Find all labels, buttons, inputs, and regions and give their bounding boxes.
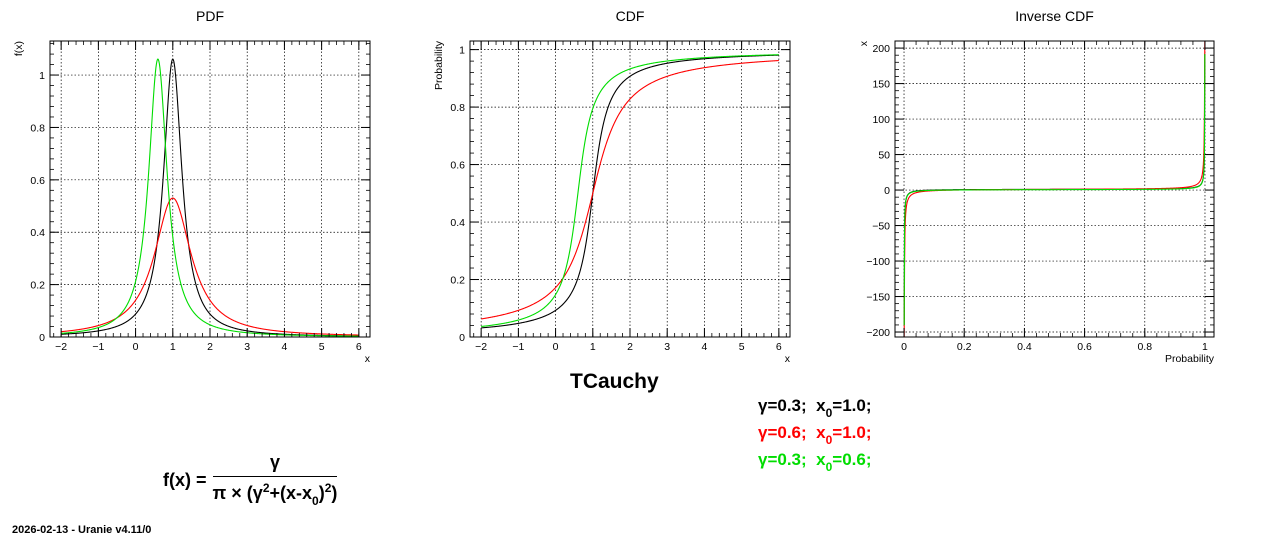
footer-text: 2026-02-13 - Uranie v4.11/0: [12, 524, 152, 536]
y-tick-label: −200: [866, 327, 890, 339]
x-tick-label: 0.4: [1017, 341, 1032, 353]
x-tick-label: 5: [739, 341, 745, 353]
fraction-bar: [212, 476, 338, 477]
x-tick-label: 2: [207, 341, 213, 353]
legend-x0-prefix: x: [816, 396, 826, 415]
legend-x0-prefix: x: [816, 423, 826, 442]
x-axis-label: x: [365, 353, 371, 365]
chart-title: PDF: [196, 8, 224, 24]
chart-panel-3: 0 0.2 0.4 0.6 0.8 1 −200 −150 −100 −50 0 50 100 150 20…: [858, 8, 1215, 365]
y-tick-label: 200: [872, 43, 890, 55]
series-line-2: [481, 60, 779, 320]
y-axis-label: Probability: [433, 40, 445, 90]
y-tick-label: 0.2: [30, 280, 45, 292]
y-tick-label: 0: [39, 332, 45, 344]
chart-title: Inverse CDF: [1015, 8, 1094, 24]
main-title: TCauchy: [570, 370, 659, 393]
y-tick-label: 0.6: [450, 160, 465, 172]
legend-x0-prefix: x: [816, 450, 826, 469]
series-line-3: [481, 54, 779, 328]
y-tick-label: 0.4: [30, 227, 45, 239]
y-tick-label: 1: [39, 70, 45, 82]
x-tick-label: −2: [475, 341, 487, 353]
den-sup1: 2: [262, 481, 270, 495]
den-part3: ): [318, 483, 325, 503]
y-tick-label: 1: [459, 45, 465, 57]
x-axis-label: x: [785, 353, 791, 365]
x-tick-label: 3: [244, 341, 250, 353]
legend-x0-value: =0.6;: [832, 450, 872, 469]
legend-x0-value: =1.0;: [832, 423, 872, 442]
formula-lhs: f(x) =: [163, 469, 207, 490]
chart-panel-1: −2 −1 0 1 2 3 4 5 6 0 0.2 0.4 0.6 0.8 1 PDF x f(x): [13, 8, 371, 365]
series-line-1: [481, 54, 779, 329]
x-axis-label: Probability: [1165, 353, 1215, 365]
legend-x0-sub: 0: [825, 406, 833, 420]
x-tick-label: 1: [590, 341, 596, 353]
y-tick-label: −100: [866, 256, 890, 268]
y-tick-label: 150: [872, 79, 890, 91]
x-tick-label: 6: [776, 341, 782, 353]
x-tick-label: 0: [133, 341, 139, 353]
series-line-3: [903, 54, 1206, 326]
x-tick-label: −2: [55, 341, 67, 353]
plot-frame: [894, 40, 1215, 338]
y-tick-label: −50: [872, 221, 890, 233]
y-tick-label: 0.8: [450, 102, 465, 114]
cauchy-formula: f(x) = γ π × (γ2+(x-x0)2): [163, 452, 338, 508]
y-tick-label: 0.4: [450, 217, 465, 229]
x-tick-label: 6: [356, 341, 362, 353]
x-tick-label: 4: [701, 341, 707, 353]
den-part1: π × (γ: [212, 483, 263, 503]
x-tick-label: 2: [627, 341, 633, 353]
y-tick-label: 50: [878, 150, 890, 162]
formula-fraction: γ π × (γ2+(x-x0)2): [212, 452, 338, 508]
series-line-3: [61, 58, 359, 337]
legend-entry-black: γ=0.3; x0=1.0;: [758, 396, 872, 423]
chart-panel-2: −2 −1 0 1 2 3 4 5 6 0 0.2 0.4 0.6 0.8 1 CDF x Probability: [433, 8, 791, 365]
y-tick-label: 0: [884, 185, 890, 197]
x-tick-label: 1: [1202, 341, 1208, 353]
formula-numerator: γ: [269, 452, 280, 472]
x-tick-label: 0: [901, 341, 907, 353]
legend-x0-sub: 0: [825, 460, 833, 474]
x-tick-label: −1: [92, 341, 104, 353]
x-tick-label: 5: [319, 341, 325, 353]
y-tick-label: −150: [866, 292, 890, 304]
y-tick-label: 0.2: [450, 275, 465, 287]
den-sup2: 2: [324, 481, 332, 495]
y-tick-label: 0.6: [30, 175, 45, 187]
legend-gamma: γ=0.3;: [758, 396, 807, 415]
legend-x0-sub: 0: [825, 433, 833, 447]
den-part4: ): [331, 483, 338, 503]
chart-title: CDF: [616, 8, 645, 24]
x-tick-label: 0: [553, 341, 559, 353]
legend-entry-green: γ=0.3; x0=0.6;: [758, 450, 872, 477]
den-part2: +(x-x: [269, 483, 313, 503]
y-axis-label: f(x): [13, 41, 25, 56]
x-tick-label: 0.8: [1137, 341, 1152, 353]
legend-x0-value: =1.0;: [832, 396, 872, 415]
legend-gamma: γ=0.3;: [758, 450, 807, 469]
x-tick-label: 1: [170, 341, 176, 353]
legend-entry-red: γ=0.6; x0=1.0;: [758, 423, 872, 450]
legend: γ=0.3; x0=1.0; γ=0.6; x0=1.0; γ=0.3; x0=…: [758, 396, 872, 477]
y-tick-label: 0: [459, 332, 465, 344]
y-axis-label: x: [858, 40, 870, 46]
formula-denominator: π × (γ2+(x-x0)2): [213, 477, 338, 508]
y-tick-label: 0.8: [30, 122, 45, 134]
den-sub: 0: [312, 494, 319, 508]
legend-gamma: γ=0.6;: [758, 423, 807, 442]
x-tick-label: 4: [281, 341, 287, 353]
series-line-2: [61, 197, 359, 336]
x-tick-label: 0.6: [1077, 341, 1092, 353]
y-tick-label: 100: [872, 114, 890, 126]
x-tick-label: 0.2: [957, 341, 972, 353]
x-tick-label: 3: [664, 341, 670, 353]
x-tick-label: −1: [512, 341, 524, 353]
